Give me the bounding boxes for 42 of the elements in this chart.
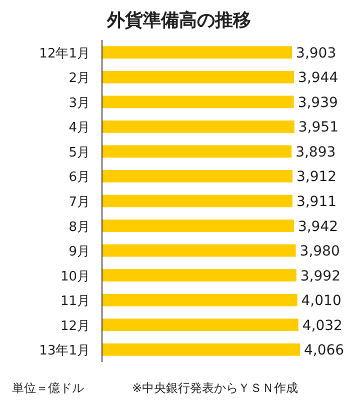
data-label: 4,066	[304, 342, 344, 359]
y-tick-label: 4月	[68, 120, 90, 136]
y-tick-label: 9月	[68, 244, 90, 260]
y-tick-label: 3月	[68, 96, 90, 111]
data-label: 3,912	[296, 169, 337, 186]
y-tick-label: 8月	[68, 220, 90, 235]
data-label: 3,980	[300, 244, 340, 260]
bar	[102, 70, 294, 84]
bar	[102, 294, 298, 306]
text: ※中央銀行発表からＹＳＮ作成	[132, 381, 298, 395]
bar	[102, 120, 294, 133]
bar	[102, 194, 292, 208]
bar	[102, 46, 292, 59]
data-label: 3,944	[298, 70, 338, 86]
bar	[102, 318, 298, 332]
y-tick-label: 10月	[60, 269, 90, 284]
data-label: 3,939	[298, 94, 338, 111]
data-label: 3,893	[296, 144, 336, 160]
y-tick-label: 5月	[68, 145, 90, 160]
data-label: 4,010	[301, 293, 342, 310]
data-label: 3,903	[296, 45, 336, 62]
data-label: 3,951	[298, 120, 338, 136]
bar	[102, 220, 294, 232]
y-tick-label: 11月	[60, 294, 90, 310]
y-tick-label: 12年1月	[39, 46, 90, 62]
bar	[102, 145, 292, 158]
y-tick-label: 7月	[68, 195, 90, 210]
y-tick-label: 13年1月	[39, 344, 90, 359]
data-label: 3,911	[296, 194, 337, 210]
bar	[102, 96, 294, 108]
bar	[102, 343, 300, 356]
data-label: 4,032	[302, 318, 342, 334]
text: 単位＝億ドル	[12, 381, 84, 395]
bar	[102, 170, 292, 182]
y-tick-label: 2月	[68, 71, 90, 86]
y-tick-label: 12月	[60, 318, 90, 334]
data-label: 3,942	[298, 218, 338, 235]
bar	[102, 244, 296, 257]
y-tick-label: 6月	[68, 170, 90, 186]
chart-title: 外貨準備高の推移	[106, 10, 251, 31]
bar	[102, 269, 296, 282]
data-label: 3,992	[300, 268, 340, 284]
